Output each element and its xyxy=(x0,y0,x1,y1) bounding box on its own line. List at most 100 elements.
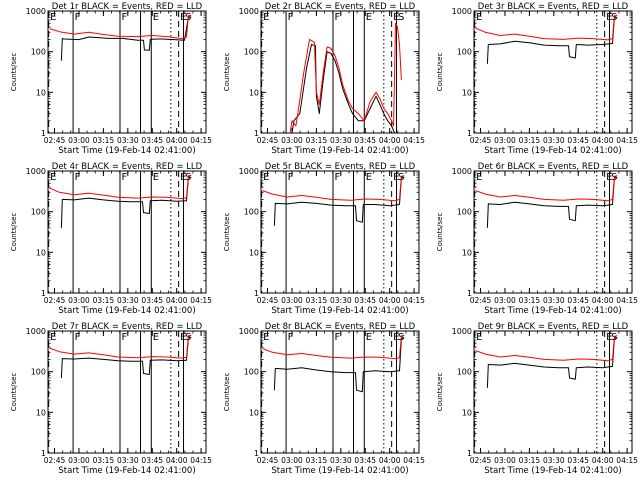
y-axis-title: Counts/sec xyxy=(10,53,18,92)
event-marker-label: F xyxy=(334,172,340,183)
y-tick-label: 10 xyxy=(462,248,472,257)
chart-panel: Det 7r BLACK = Events, RED = LLD 1 10 100 10… xyxy=(10,322,212,476)
y-tick-label: 100 xyxy=(457,368,472,377)
chart-title: Det 6r BLACK = Events, RED = LLD xyxy=(478,162,629,172)
x-tick-label: 03:00 xyxy=(281,136,303,145)
x-tick-label: 03:15 xyxy=(93,456,115,465)
x-tick-label: 03:00 xyxy=(494,456,516,465)
series-line-lld xyxy=(289,22,402,134)
y-tick-label: 1000 xyxy=(26,167,46,176)
series-line-lld xyxy=(262,175,405,202)
y-tick-label: 1 xyxy=(41,129,46,138)
x-tick-label: 03:15 xyxy=(93,296,115,305)
y-tick-label: 1000 xyxy=(452,167,472,176)
x-tick-label: 03:15 xyxy=(93,136,115,145)
x-tick-label: 03:00 xyxy=(68,296,90,305)
event-marker-label: E xyxy=(263,332,269,343)
x-tick-label: 04:00 xyxy=(379,136,401,145)
x-tick-label: 03:30 xyxy=(330,136,352,145)
event-marker-label: E xyxy=(153,172,159,183)
plot-frame xyxy=(473,170,633,294)
y-axis-title: Counts/sec xyxy=(10,373,18,412)
y-tick-label: 100 xyxy=(244,48,259,57)
y-tick-label: 1 xyxy=(41,289,46,298)
x-tick-label: 03:00 xyxy=(494,296,516,305)
y-tick-label: 1000 xyxy=(239,167,259,176)
y-axis-title: Counts/sec xyxy=(223,53,231,92)
x-tick-label: 03:00 xyxy=(68,136,90,145)
chart-title: Det 7r BLACK = Events, RED = LLD xyxy=(52,322,203,332)
event-marker-label: E xyxy=(50,172,56,183)
x-axis-title: Start Time (19-Feb-14 02:41:00) xyxy=(271,146,408,156)
y-axis-title: Counts/sec xyxy=(223,213,231,252)
y-tick-label: 100 xyxy=(31,208,46,217)
x-tick-label: 02:45 xyxy=(470,296,492,305)
y-tick-label: 10 xyxy=(36,248,46,257)
chart-title: Det 8r BLACK = Events, RED = LLD xyxy=(265,322,416,332)
event-marker-label: F xyxy=(334,12,340,23)
x-axis-title: Start Time (19-Feb-14 02:41:00) xyxy=(484,306,621,316)
x-tick-label: 03:15 xyxy=(519,136,541,145)
y-tick-label: 10 xyxy=(462,88,472,97)
x-tick-label: 02:45 xyxy=(257,456,279,465)
x-tick-label: 03:45 xyxy=(354,456,376,465)
x-tick-label: 03:45 xyxy=(141,296,163,305)
series-line-lld xyxy=(475,335,618,362)
event-marker-label: E xyxy=(263,172,269,183)
event-marker-label: E xyxy=(366,172,372,183)
series-line-events xyxy=(60,336,192,379)
y-tick-label: 10 xyxy=(249,248,259,257)
y-tick-label: 10 xyxy=(249,408,259,417)
y-tick-label: 10 xyxy=(249,88,259,97)
x-tick-label: 04:15 xyxy=(616,136,638,145)
chart-title: Det 1r BLACK = Events, RED = LLD xyxy=(52,2,203,12)
x-tick-label: 04:00 xyxy=(379,456,401,465)
series-line-events xyxy=(291,44,396,134)
plot-frame xyxy=(473,10,633,134)
plot-frame xyxy=(260,330,420,454)
x-axis-title: Start Time (19-Feb-14 02:41:00) xyxy=(58,146,195,156)
x-tick-label: 04:15 xyxy=(616,456,638,465)
event-marker-label: F xyxy=(288,172,294,183)
event-marker-label: E xyxy=(476,332,482,343)
event-marker-label: F xyxy=(288,332,294,343)
chart-panel: Det 4r BLACK = Events, RED = LLD 1 10 100 10… xyxy=(10,162,212,316)
y-tick-label: 1000 xyxy=(239,7,259,16)
event-marker-label: E xyxy=(153,12,159,23)
event-marker-label: F xyxy=(334,332,340,343)
series-line-events xyxy=(486,337,618,388)
x-tick-label: 03:45 xyxy=(141,456,163,465)
x-tick-label: 04:15 xyxy=(190,296,212,305)
x-tick-label: 04:00 xyxy=(592,136,614,145)
x-axis-title: Start Time (19-Feb-14 02:41:00) xyxy=(484,146,621,156)
x-axis-title: Start Time (19-Feb-14 02:41:00) xyxy=(271,306,408,316)
y-tick-label: 10 xyxy=(36,88,46,97)
chart-title: Det 4r BLACK = Events, RED = LLD xyxy=(52,162,203,172)
plot-frame xyxy=(473,330,633,454)
y-axis-title: Counts/sec xyxy=(436,53,444,92)
event-marker-label: S xyxy=(398,12,404,23)
y-tick-label: 100 xyxy=(31,368,46,377)
plot-frame xyxy=(47,330,207,454)
series-line-events xyxy=(60,16,192,61)
series-line-events xyxy=(486,176,618,228)
x-tick-label: 04:00 xyxy=(166,456,188,465)
event-marker-label: F xyxy=(75,12,81,23)
x-tick-label: 04:15 xyxy=(403,296,425,305)
x-tick-label: 03:15 xyxy=(306,456,328,465)
x-tick-label: 04:00 xyxy=(166,136,188,145)
event-marker-label: E xyxy=(50,332,56,343)
plot-frame xyxy=(47,170,207,294)
x-tick-label: 04:15 xyxy=(403,456,425,465)
chart-panel: Det 8r BLACK = Events, RED = LLD 1 10 100 10… xyxy=(223,322,425,476)
chart-panel: Det 9r BLACK = Events, RED = LLD 1 10 100 10… xyxy=(436,322,638,476)
plot-frame xyxy=(260,170,420,294)
x-tick-label: 03:30 xyxy=(543,456,565,465)
x-tick-label: 02:45 xyxy=(470,136,492,145)
event-marker-label: F xyxy=(75,332,81,343)
x-tick-label: 03:45 xyxy=(567,296,589,305)
x-tick-label: 03:00 xyxy=(281,296,303,305)
series-line-lld xyxy=(262,334,405,360)
x-axis-title: Start Time (19-Feb-14 02:41:00) xyxy=(58,306,195,316)
x-tick-label: 04:00 xyxy=(592,296,614,305)
